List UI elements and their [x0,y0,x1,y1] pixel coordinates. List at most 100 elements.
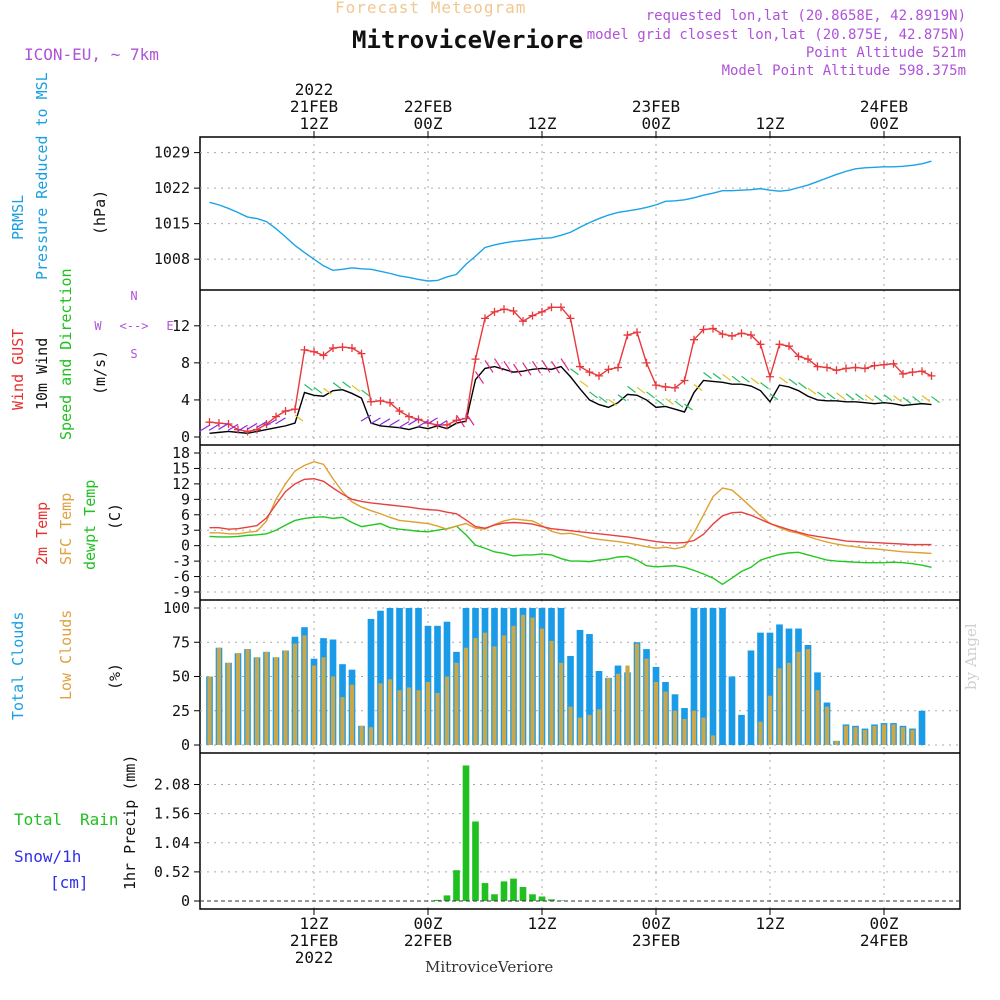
dewpt-temp-label: dewpt Temp [81,480,99,570]
wind-direction-arrow [494,358,503,371]
total-cloud-bar [367,618,375,745]
wind-direction-arrow [779,376,788,384]
wind-unit: (m/s) [91,350,109,395]
wind-10m-label: 10m Wind [33,338,51,410]
clouds-ytick-label: 100 [163,599,190,617]
sfc-temp-label: SFC Temp [57,493,75,565]
wind-direction-arrow [798,382,807,390]
sfc-temp-line [209,461,932,555]
low-cloud-bar [758,721,763,745]
low-cloud-bar [368,727,374,745]
low-cloud-bar [387,679,393,745]
low-cloud-bar [549,640,554,745]
gust-marker [348,344,356,353]
gust-marker [500,305,508,314]
gust-marker [870,361,879,370]
temperature-ytick-label: 6 [181,506,190,524]
low-cloud-bar [292,643,298,745]
gust-marker [766,372,774,381]
total-cloud-bar [405,608,413,745]
wind-direction-arrow [893,395,902,403]
wind-direction-arrow [398,421,410,429]
low-cloud-bar [653,681,659,745]
low-cloud-bar [606,677,611,745]
total-cloud-bar [434,625,441,745]
low-cloud-bar [340,697,345,745]
low-cloud-bar [283,650,288,745]
clouds-unit: (%) [106,663,124,690]
low-cloud-bar [530,617,535,745]
wind-ytick-label: 8 [181,354,190,372]
low-cloud-bar [568,706,573,745]
gust-marker [405,412,413,421]
gust-marker [490,307,499,316]
meteogram-subtitle: Forecast Meteogram [335,0,527,17]
temperature-ytick-label: 0 [181,537,190,555]
low-cloud-bar [311,665,317,745]
gust-marker [509,306,518,315]
temperature-ytick-label: 3 [181,521,190,539]
wind-direction-arrow [323,387,332,395]
low-cloud-bar [245,649,250,745]
closest-coords-value: closest lon,lat (20.875E, 42.875N) [679,27,966,43]
gust-marker [756,340,765,349]
low-cloud-bar [625,665,630,745]
gust-marker [329,344,337,353]
precip-bar [434,899,441,901]
wind-direction-arrow [788,378,798,386]
total-cloud-bar [595,671,603,745]
wind-direction-arrow [313,386,323,394]
gust-marker [642,358,651,367]
wind-direction-arrow [465,412,475,426]
low-cloud-bar [226,662,231,745]
gust-marker [595,371,603,380]
total-cloud-bar [757,632,764,745]
top-time-label: 22FEB [404,97,452,116]
compass-n: N [130,289,137,303]
low-cloud-bar [501,635,507,745]
wind-ytick-label: 12 [172,317,190,335]
pressure-ytick-label: 1008 [154,250,190,268]
wind-direction-arrow [237,424,248,432]
bottom-time-label: 24FEB [860,931,908,950]
low-cloud-bar [672,710,678,745]
precip-bar [510,878,517,901]
wind-direction-arrow [456,414,465,428]
gust-marker [671,383,679,392]
wind-direction-arrow [646,391,655,399]
low-cloud-bar [435,692,440,745]
wind-speed-dir-label: Speed and Direction [57,268,75,440]
top-time-label: 12Z [756,114,785,133]
compass-arrows: <--> [120,319,149,333]
top-time-label: 00Z [870,114,899,133]
precip-bar [472,821,479,901]
wind-direction-arrow [551,361,560,374]
wind-direction-arrow [379,418,391,426]
pressure-ytick-label: 1029 [154,144,190,162]
top-time-label: 21FEB [290,97,338,116]
gust-marker [823,363,831,372]
gust-marker [775,340,784,349]
temperature-ytick-label: 9 [181,490,190,508]
gust-marker [861,364,869,373]
gust-marker [927,371,936,380]
wind-direction-arrow [427,417,438,425]
gust-marker [718,330,727,339]
wind-direction-arrow [921,395,931,403]
temp-2m-line [209,478,932,546]
low-cloud-bar [900,727,906,745]
precip-bar [481,883,489,901]
low-cloud-bar [891,724,896,745]
precip-bar [500,881,508,901]
wind-direction-arrow [845,393,855,401]
gust-marker [899,369,907,378]
wind-direction-arrow [417,420,429,428]
low-cloud-bar [710,735,716,745]
gust-marker [604,365,613,374]
total-cloud-bar [738,714,745,745]
wind-direction-arrow [750,377,760,385]
dewpoint-line [209,516,932,586]
pressure-ytick-label: 1022 [154,179,190,197]
wind-direction-arrow [760,382,769,390]
precip-bar [453,870,460,901]
